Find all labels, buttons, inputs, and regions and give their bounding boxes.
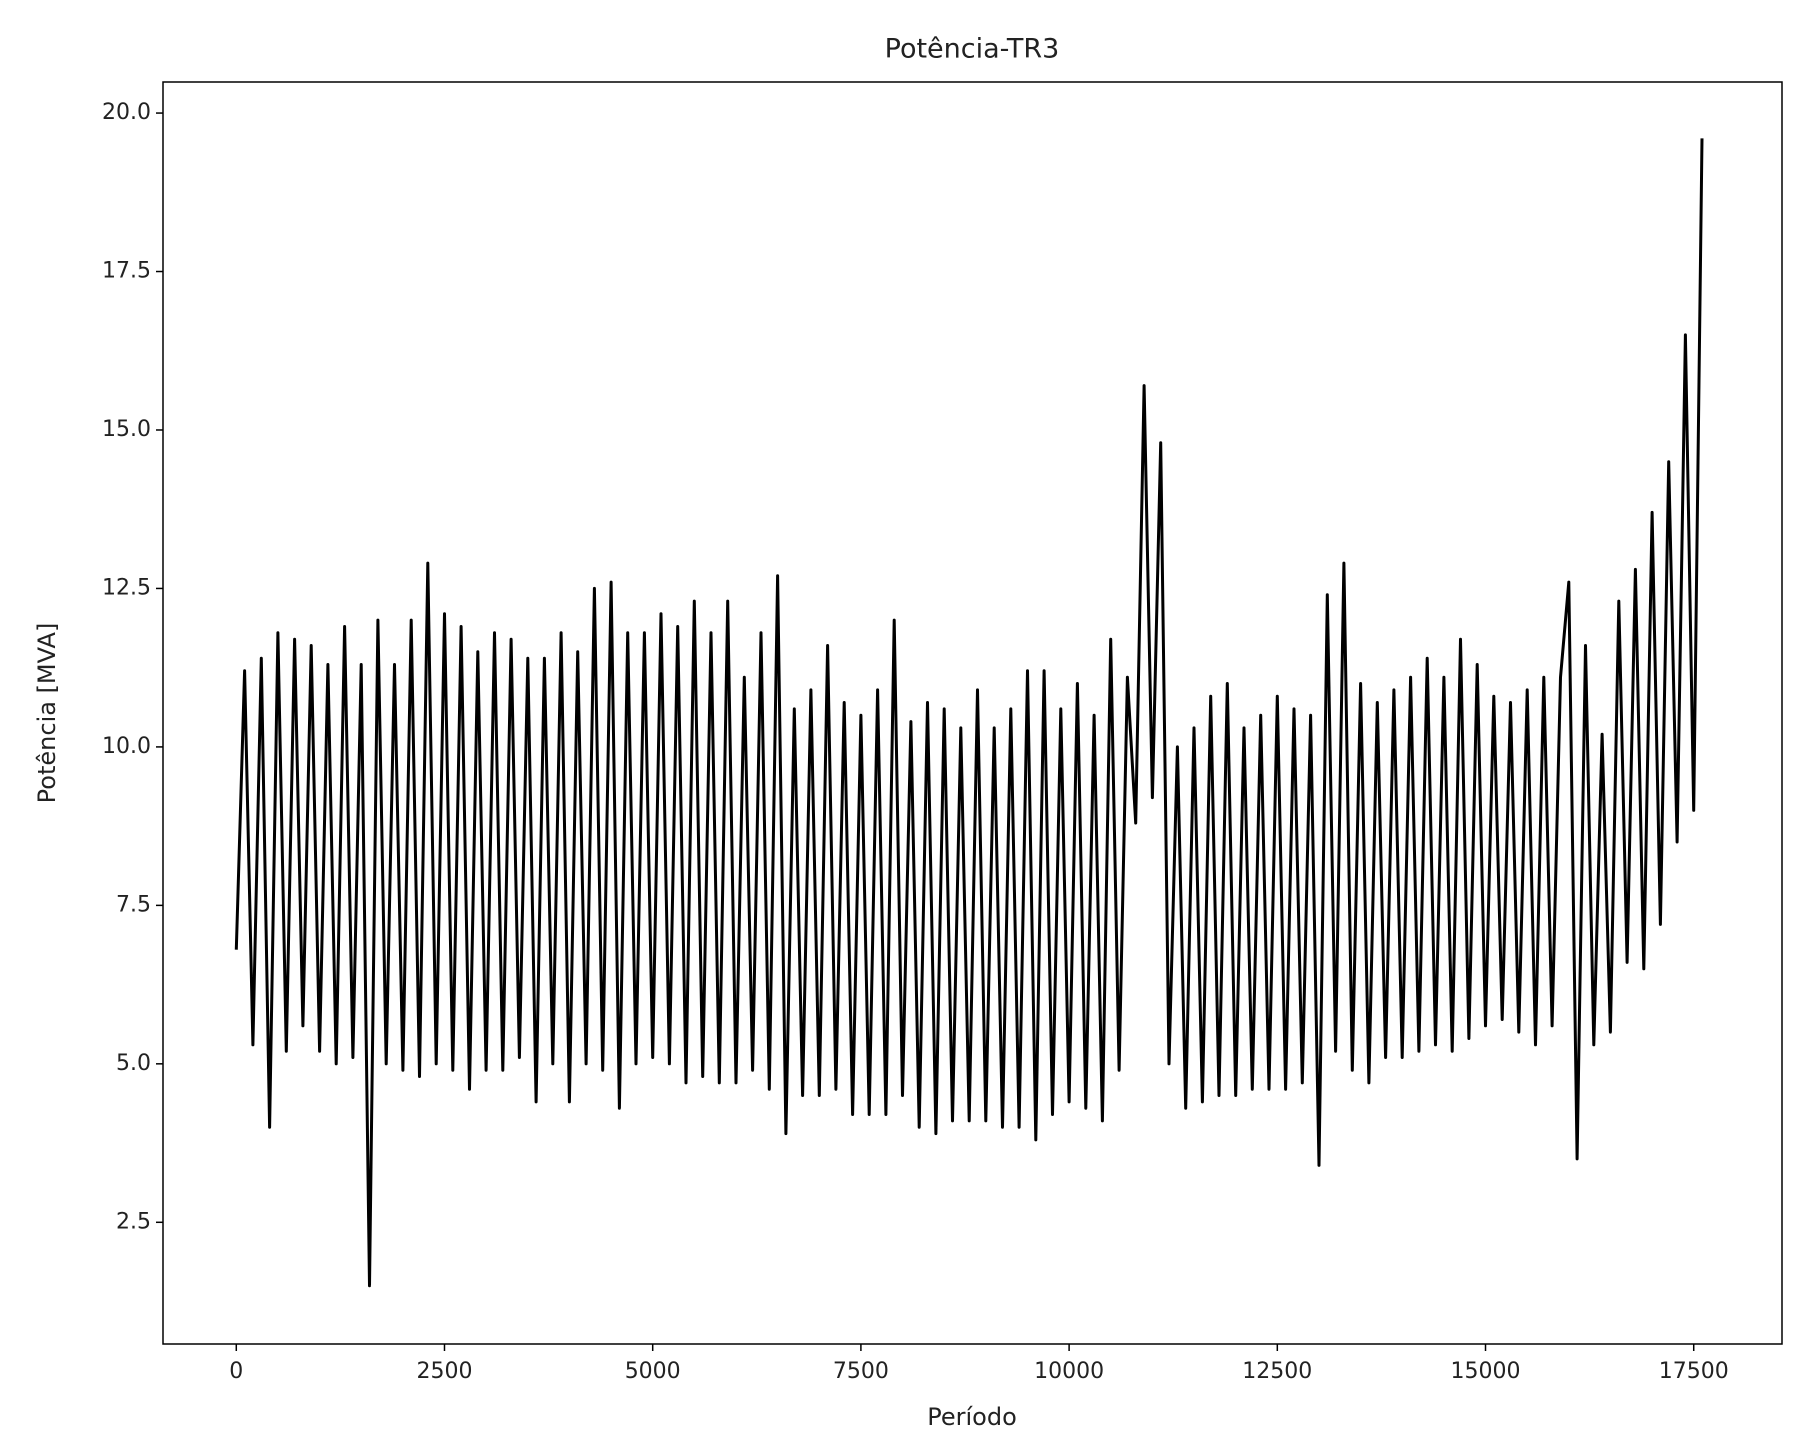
y-tick-label: 20.0	[102, 100, 151, 125]
x-tick-label: 2500	[416, 1359, 472, 1384]
x-axis-label: Período	[927, 1403, 1017, 1431]
y-tick-label: 12.5	[102, 575, 151, 600]
x-tick-label: 5000	[625, 1359, 681, 1384]
x-tick-label: 17500	[1659, 1359, 1729, 1384]
chart-title: Potência-TR3	[885, 34, 1060, 65]
x-tick-label: 0	[229, 1359, 243, 1384]
y-tick-label: 10.0	[102, 734, 151, 759]
x-tick-label: 10000	[1034, 1359, 1104, 1384]
y-tick-label: 7.5	[116, 892, 151, 917]
y-axis-label: Potência [MVA]	[33, 623, 61, 804]
x-tick-label: 15000	[1451, 1359, 1521, 1384]
y-tick-label: 15.0	[102, 417, 151, 442]
line-series	[234, 138, 1704, 1288]
y-tick-label: 17.5	[102, 259, 151, 284]
x-tick-label: 7500	[833, 1359, 889, 1384]
plot-frame	[162, 81, 1783, 1345]
y-tick-label: 5.0	[116, 1051, 151, 1076]
y-tick-label: 2.5	[116, 1209, 151, 1234]
x-tick-label: 12500	[1242, 1359, 1312, 1384]
